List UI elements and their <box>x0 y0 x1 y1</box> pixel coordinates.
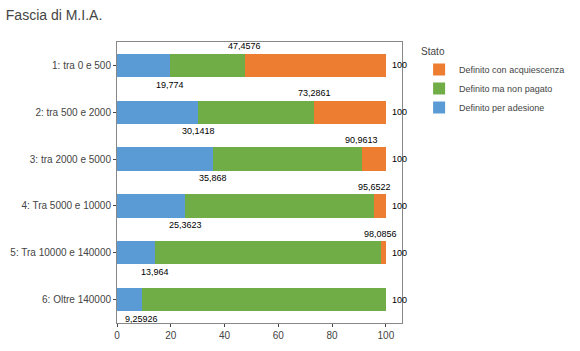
svg-text:0: 0 <box>114 330 120 341</box>
svg-text:100: 100 <box>392 201 407 211</box>
svg-text:100: 100 <box>392 60 407 70</box>
svg-text:19,774: 19,774 <box>156 80 184 90</box>
svg-text:95,6522: 95,6522 <box>358 182 391 192</box>
svg-text:47,4576: 47,4576 <box>228 41 261 51</box>
svg-text:Stato: Stato <box>421 46 445 57</box>
svg-text:Definito con acquiescenza: Definito con acquiescenza <box>459 65 564 75</box>
svg-text:4: Tra 5000 e 10000: 4: Tra 5000 e 10000 <box>21 200 111 211</box>
svg-text:40: 40 <box>219 330 231 341</box>
svg-text:100: 100 <box>378 330 395 341</box>
svg-text:9,25926: 9,25926 <box>125 314 158 324</box>
svg-text:25,3623: 25,3623 <box>169 220 202 230</box>
svg-text:5: Tra 10000 e 140000: 5: Tra 10000 e 140000 <box>10 247 111 258</box>
svg-text:100: 100 <box>392 248 407 258</box>
svg-text:1: tra 0 e 500: 1: tra 0 e 500 <box>52 60 111 71</box>
svg-text:73,2861: 73,2861 <box>298 88 331 98</box>
svg-text:13,964: 13,964 <box>141 267 169 277</box>
svg-text:35,868: 35,868 <box>199 173 227 183</box>
svg-text:90,9613: 90,9613 <box>345 135 378 145</box>
svg-text:80: 80 <box>327 330 339 341</box>
svg-text:100: 100 <box>392 154 407 164</box>
svg-text:2: tra 500 e 2000: 2: tra 500 e 2000 <box>35 107 111 118</box>
svg-text:3: tra 2000 e 5000: 3: tra 2000 e 5000 <box>30 154 112 165</box>
svg-text:30,1418: 30,1418 <box>182 126 215 136</box>
svg-text:98,0856: 98,0856 <box>364 229 397 239</box>
svg-text:100: 100 <box>392 107 407 117</box>
svg-text:Fascia di M.I.A.: Fascia di M.I.A. <box>6 7 102 23</box>
svg-text:Definito per adesione: Definito per adesione <box>459 103 544 113</box>
svg-text:6: Oltre 140000: 6: Oltre 140000 <box>42 294 111 305</box>
svg-text:100: 100 <box>392 295 407 305</box>
svg-text:Definito ma non pagato: Definito ma non pagato <box>459 84 552 94</box>
svg-text:60: 60 <box>273 330 285 341</box>
svg-text:20: 20 <box>165 330 177 341</box>
